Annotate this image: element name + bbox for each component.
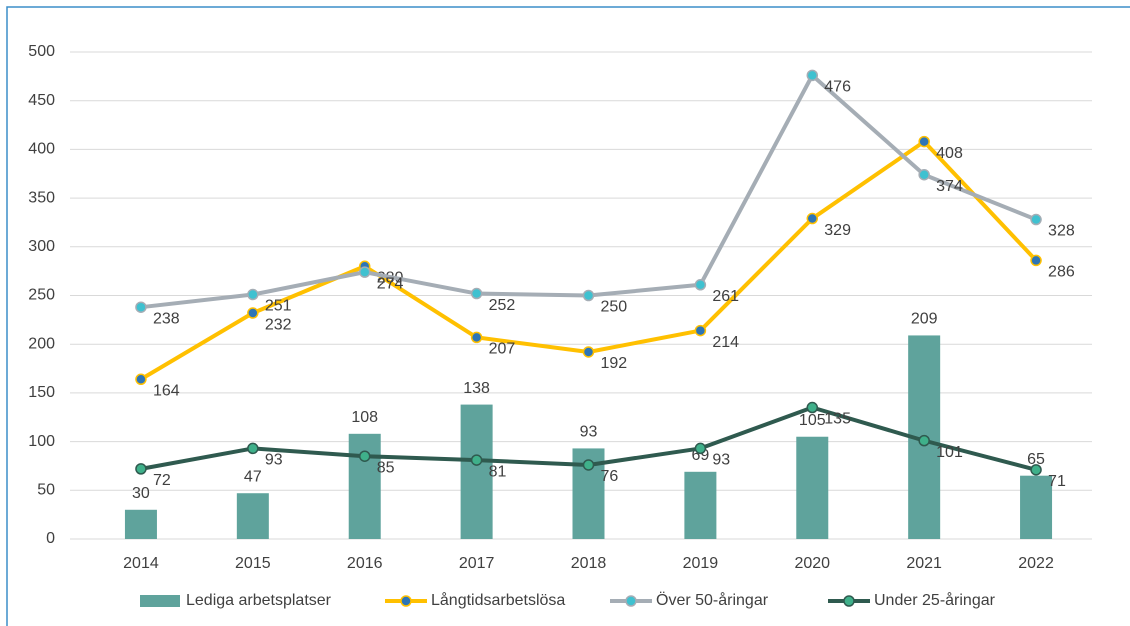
- data-label: 261: [712, 288, 739, 305]
- data-label: 135: [824, 411, 851, 428]
- x-tick-label: 2022: [1018, 555, 1054, 572]
- y-tick-label: 100: [28, 433, 55, 450]
- data-label: 251: [265, 298, 292, 315]
- legend-swatch: [140, 595, 180, 607]
- marker: [470, 331, 483, 344]
- data-label: 30: [132, 485, 150, 502]
- data-label: 101: [936, 444, 963, 461]
- marker: [582, 346, 595, 358]
- x-tick-label: 2017: [459, 555, 495, 572]
- legend-label: Långtidsarbetslösa: [431, 591, 565, 609]
- x-tick-label: 2019: [683, 555, 719, 572]
- data-label: 476: [824, 79, 851, 96]
- data-label: 192: [601, 355, 628, 372]
- y-tick-label: 450: [28, 92, 55, 109]
- marker: [694, 279, 707, 291]
- x-tick-label: 2016: [347, 555, 383, 572]
- x-tick-label: 2020: [794, 555, 830, 572]
- data-label: 72: [153, 472, 171, 489]
- marker: [1030, 254, 1042, 267]
- data-label: 374: [936, 178, 963, 195]
- legend-marker: [400, 595, 412, 607]
- marker: [694, 442, 707, 455]
- data-label: 328: [1048, 223, 1075, 240]
- x-tick-label: 2014: [123, 555, 159, 572]
- bar: [348, 433, 381, 539]
- y-tick-label: 0: [46, 530, 55, 547]
- marker: [806, 212, 819, 225]
- legend-marker: [843, 595, 855, 607]
- data-label: 105: [799, 412, 826, 429]
- data-label: 71: [1048, 473, 1066, 490]
- bar: [796, 436, 829, 539]
- y-tick-label: 250: [28, 287, 55, 304]
- x-tick-label: 2021: [906, 555, 942, 572]
- data-label: 252: [489, 297, 516, 314]
- y-tick-label: 500: [28, 43, 55, 60]
- x-tick-label: 2018: [571, 555, 607, 572]
- marker: [358, 266, 371, 278]
- legend-label: Under 25-åringar: [874, 591, 996, 609]
- bar: [236, 493, 269, 539]
- data-label: 238: [153, 310, 180, 327]
- bar: [124, 509, 157, 539]
- data-label: 274: [377, 275, 404, 292]
- bar: [460, 404, 493, 539]
- data-label: 85: [377, 459, 395, 476]
- marker: [806, 69, 819, 82]
- data-label: 214: [712, 334, 739, 351]
- marker: [135, 463, 147, 475]
- data-label: 108: [351, 409, 378, 426]
- data-label: 93: [265, 452, 283, 469]
- marker: [470, 287, 483, 300]
- frame: [6, 6, 1130, 626]
- y-tick-label: 50: [37, 482, 55, 499]
- marker: [694, 324, 707, 337]
- y-tick-label: 400: [28, 141, 55, 158]
- marker: [918, 168, 930, 181]
- data-label: 81: [489, 463, 507, 480]
- y-tick-label: 300: [28, 238, 55, 255]
- legend-label: Lediga arbetsplatser: [186, 592, 332, 609]
- marker: [1030, 464, 1042, 476]
- marker: [918, 135, 930, 148]
- x-tick-label: 2015: [235, 555, 271, 572]
- marker: [247, 442, 259, 455]
- data-label: 329: [824, 222, 851, 239]
- line: [139, 139, 1038, 381]
- marker: [470, 454, 483, 466]
- legend-label: Över 50-åringar: [656, 591, 769, 609]
- marker: [582, 459, 595, 471]
- bar: [684, 471, 717, 539]
- y-tick-label: 200: [28, 335, 55, 352]
- legend-marker: [625, 595, 637, 607]
- data-label: 138: [463, 380, 490, 397]
- data-label: 164: [153, 382, 180, 399]
- data-label: 232: [265, 316, 292, 333]
- data-label: 286: [1048, 264, 1075, 281]
- data-label: 93: [712, 452, 730, 469]
- data-label: 207: [489, 341, 516, 358]
- data-label: 250: [601, 299, 628, 316]
- marker: [806, 401, 819, 414]
- marker: [1030, 213, 1042, 226]
- marker: [918, 434, 930, 447]
- line: [140, 73, 1037, 310]
- marker: [135, 301, 147, 313]
- data-label: 47: [244, 468, 262, 485]
- data-label: 93: [580, 424, 598, 441]
- marker: [247, 288, 259, 301]
- data-label: 408: [936, 145, 963, 162]
- bar: [1020, 475, 1053, 539]
- marker: [135, 373, 147, 386]
- data-label: 209: [911, 311, 938, 328]
- data-label: 65: [1027, 451, 1045, 468]
- data-label: 76: [601, 468, 619, 485]
- y-tick-label: 350: [28, 189, 55, 206]
- marker: [358, 450, 371, 462]
- marker: [247, 307, 259, 319]
- y-tick-label: 150: [28, 384, 55, 401]
- marker: [582, 289, 595, 302]
